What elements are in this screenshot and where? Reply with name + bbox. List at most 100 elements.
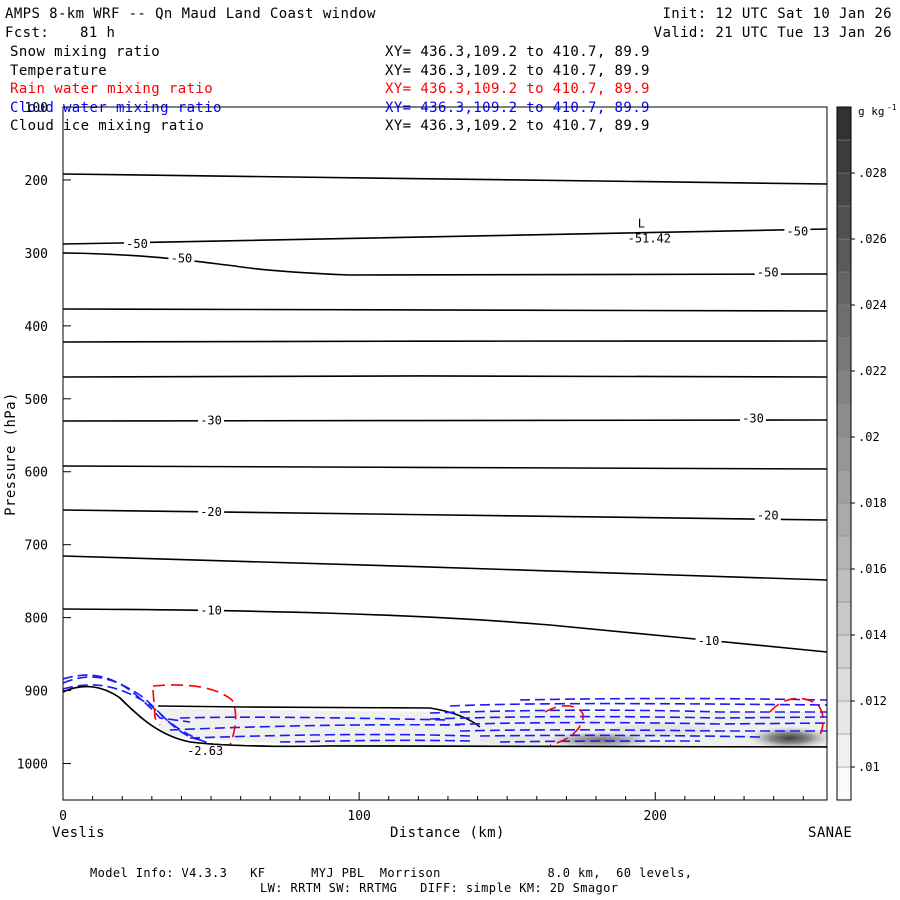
colorbar-swatch (836, 370, 852, 405)
x-tick-label: 200 (644, 809, 667, 824)
isotherm-label: -30 (200, 414, 222, 428)
colorbar-tick-label: .026 (858, 232, 887, 246)
colorbar-swatch (836, 436, 852, 471)
field-name: Temperature (10, 62, 108, 79)
terrain (63, 686, 827, 800)
isotherm-label-bg (198, 412, 225, 427)
isotherm (63, 419, 827, 422)
cloud-water-contours (63, 674, 827, 746)
isotherm (63, 375, 827, 378)
y-tick-label: 200 (25, 174, 48, 189)
isotherm-label-bg (754, 507, 781, 522)
isotherm-label: -10 (200, 603, 222, 617)
field-xy: XY= 436.3,109.2 to 410.7, 89.9 (385, 62, 650, 79)
model-physics: LW: RRTM SW: RRTMG DIFF: simple KM: 2D S… (260, 881, 619, 895)
colorbar-swatch (836, 700, 852, 735)
colorbar-swatch (836, 403, 852, 438)
forecast-hours: 81 h (80, 25, 116, 41)
isotherm-label: -50 (757, 266, 779, 280)
isotherm-label: -50 (171, 252, 193, 266)
y-tick-label: 100 (25, 101, 48, 116)
field-name: Cloud ice mixing ratio (10, 118, 205, 134)
low-marker-value: -51.42 (628, 231, 671, 245)
colorbar-swatch (836, 469, 852, 504)
isotherm-label-bg (198, 602, 225, 617)
contour-labels: -50 -50 -50 -50 -30 -30 -20 -20 -10 -10 L-51.42 -2.… (124, 216, 811, 758)
colorbar-tick-label: .02 (858, 430, 880, 444)
colorbar-unit: g kg (858, 105, 885, 118)
left-endpoint: Veslis (52, 825, 105, 841)
model-info: Model Info: V4.3.3 KF MYJ PBL Morrison 8… (90, 866, 693, 880)
colorbar-frame (836, 106, 852, 801)
plot-frame (62, 106, 828, 801)
isotherm-label-bg (198, 503, 225, 518)
forecast-label: Fcst: (5, 25, 50, 41)
colorbar-tick-label: .022 (858, 364, 887, 378)
isotherm-label-bg (754, 264, 781, 279)
isotherm (63, 509, 827, 521)
field-name: Rain water mixing ratio (10, 81, 214, 97)
y-tick-label: 1000 (17, 758, 48, 773)
colorbar-swatch (836, 172, 852, 207)
colorbar-swatch (836, 634, 852, 669)
isotherm-label: -50 (787, 225, 809, 239)
colorbar-unit-exponent: -1 (887, 103, 897, 112)
y-axis-label: Pressure (hPa) (3, 392, 19, 516)
colorbar-tick-label: .01 (858, 760, 880, 774)
isotherm-label: -50 (126, 237, 148, 251)
low-marker: L (638, 216, 645, 230)
colorbar-tick-label: .028 (858, 166, 887, 180)
x-tick-label: 100 (347, 809, 370, 824)
axes: 100 200 300 400 500 600 700 800 900 1000 0 100 200 (17, 101, 804, 824)
field-xy: XY= 436.3,109.2 to 410.7, 89.9 (385, 118, 650, 134)
colorbar-swatch (836, 601, 852, 636)
colorbar-swatch (836, 271, 852, 306)
colorbar-swatch (836, 766, 852, 801)
isotherm-label-bg (695, 632, 722, 647)
field-name: Snow mixing ratio (10, 44, 161, 60)
colorbar-tick-label: .014 (858, 628, 887, 642)
colorbar-tick-label: .024 (858, 298, 887, 312)
colorbar-swatch (836, 106, 852, 141)
colorbar-tick-label: .018 (858, 496, 887, 510)
min-label: -2.63 (187, 744, 223, 758)
colorbar-swatch (836, 535, 852, 570)
colorbar-tick-label: .012 (858, 694, 887, 708)
rain-water-contours (152, 684, 824, 746)
field-xy: XY= 436.3,109.2 to 410.7, 89.9 (385, 81, 650, 97)
chart-title: AMPS 8-km WRF -- Qn Maud Land Coast wind… (5, 6, 376, 22)
y-tick-label: 900 (25, 685, 48, 700)
isotherm (63, 173, 827, 185)
y-tick-label: 400 (25, 320, 48, 335)
x-tick-label: 0 (59, 809, 67, 824)
y-tick-label: 600 (25, 466, 48, 481)
colorbar: .01 .012 .014 .016 .018 .02 .022 .024 .026 .028 g … (836, 103, 897, 801)
y-tick-label: 300 (25, 247, 48, 262)
isotherm-label: -10 (698, 634, 720, 648)
colorbar-swatch (836, 304, 852, 339)
isotherm (63, 465, 827, 470)
x-axis-label: Distance (km) (390, 825, 505, 841)
colorbar-swatch (836, 337, 852, 372)
init-time: Init: 12 UTC Sat 10 Jan 26 (662, 6, 892, 22)
isotherm-label: -20 (200, 505, 222, 519)
isotherm-label: -20 (757, 509, 779, 523)
colorbar-swatch (836, 502, 852, 537)
isotherm (63, 340, 827, 343)
snow-shading (160, 708, 827, 750)
y-tick-label: 700 (25, 539, 48, 554)
isotherm-label-bg (124, 236, 151, 251)
colorbar-swatch (836, 733, 852, 768)
isotherm-label-bg (784, 223, 811, 238)
colorbar-swatch (836, 205, 852, 240)
colorbar-swatch (836, 667, 852, 702)
valid-time: Valid: 21 UTC Tue 13 Jan 26 (653, 25, 892, 41)
field-xy: XY= 436.3,109.2 to 410.7, 89.9 (385, 44, 650, 60)
isotherm (63, 308, 827, 312)
y-tick-label: 800 (25, 612, 48, 627)
colorbar-swatch (836, 238, 852, 273)
isotherm (63, 555, 827, 581)
colorbar-swatch (836, 139, 852, 174)
right-endpoint: SANAE (808, 825, 853, 841)
